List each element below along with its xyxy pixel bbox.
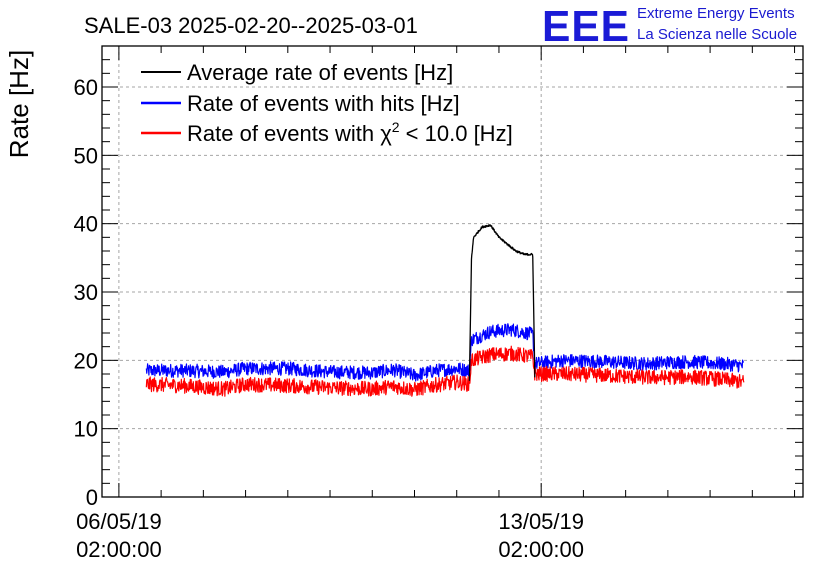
data-series: [145, 224, 745, 397]
legend-item-average: Average rate of events [Hz]: [141, 60, 453, 85]
chart-title: SALE-03 2025-02-20--2025-03-01: [84, 13, 418, 38]
legend-item-chi2: Rate of events with χ2 < 10.0 [Hz]: [141, 119, 513, 146]
legend-label-chi2-post: < 10.0 [Hz]: [400, 121, 513, 146]
legend-label-chi2-pre: Rate of events with χ: [187, 121, 392, 146]
x-tick-label-time: 02:00:00: [498, 537, 584, 562]
y-tick-label: 60: [74, 75, 98, 100]
eee-logo: EEE Extreme Energy Events La Scienza nel…: [542, 2, 797, 51]
legend-item-hits: Rate of events with hits [Hz]: [141, 91, 460, 116]
y-tick-label: 40: [74, 212, 98, 237]
legend-label-hits: Rate of events with hits [Hz]: [187, 91, 460, 116]
legend-label-chi2-sup: 2: [392, 119, 400, 135]
axis-ticks: [102, 45, 803, 498]
y-tick-label: 50: [74, 143, 98, 168]
series-line-average: [468, 224, 536, 381]
series-line-hits: [145, 323, 745, 382]
y-tick-label: 10: [74, 417, 98, 442]
grid: [102, 46, 803, 497]
legend-label-chi2: Rate of events with χ2 < 10.0 [Hz]: [187, 119, 513, 146]
y-tick-label: 0: [86, 485, 98, 510]
x-tick-label-date: 13/05/19: [498, 509, 584, 534]
x-tick-label-date: 06/05/19: [76, 509, 162, 534]
legend: Average rate of events [Hz] Rate of even…: [141, 60, 513, 146]
tick-labels: 0 10 20 30 40 50 60 06/05/19 02:00:00 13/05/19 02:…: [74, 75, 584, 562]
y-tick-label: 30: [74, 280, 98, 305]
series-line-chi2: [145, 345, 745, 397]
y-axis-label: Rate [Hz]: [4, 50, 34, 158]
eee-logo-line1: Extreme Energy Events: [637, 5, 795, 22]
y-tick-label: 20: [74, 348, 98, 373]
eee-logo-line2: La Scienza nelle Scuole: [637, 26, 797, 43]
x-tick-label-time: 02:00:00: [76, 537, 162, 562]
legend-label-average: Average rate of events [Hz]: [187, 60, 453, 85]
eee-logo-letters: EEE: [542, 2, 630, 51]
plot-frame: [101, 45, 804, 498]
